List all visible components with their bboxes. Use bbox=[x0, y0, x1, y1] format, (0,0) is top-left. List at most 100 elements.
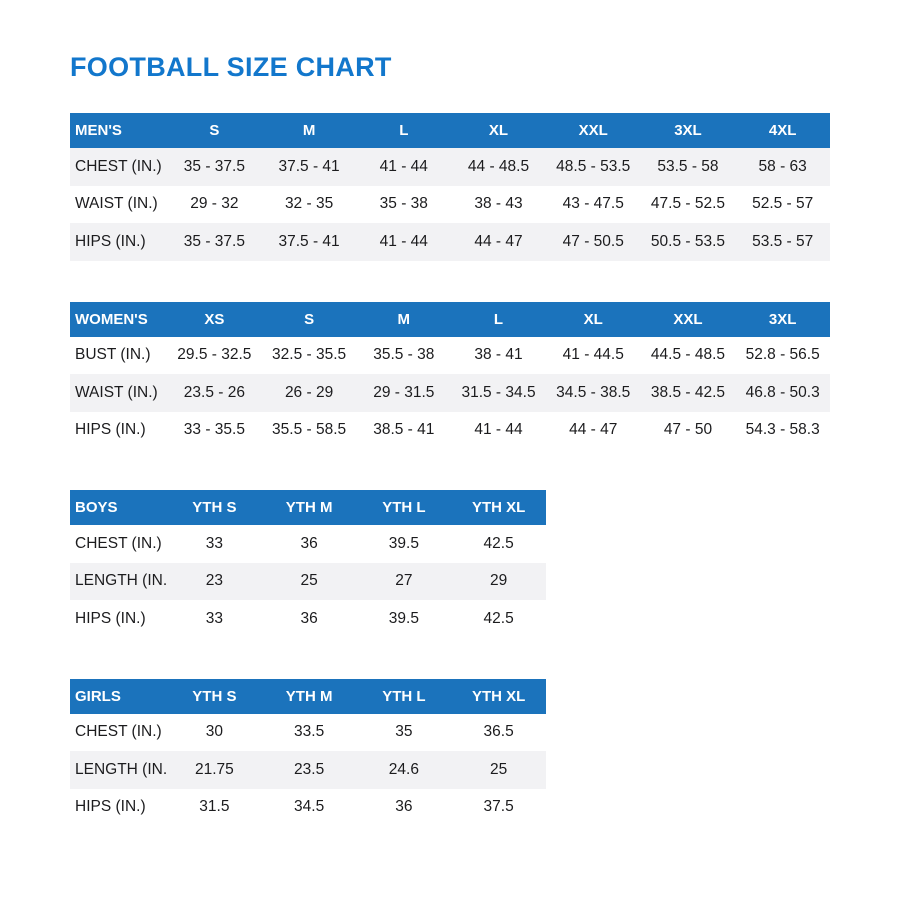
row-label-cell: HIPS (IN.) bbox=[75, 232, 146, 250]
size-header-cell: L bbox=[399, 122, 409, 139]
value-cell: 23.5 bbox=[294, 760, 325, 778]
value-cell: 33 - 35.5 bbox=[183, 421, 245, 439]
value-cell: 38.5 - 41 bbox=[373, 421, 435, 439]
table-title-cell: WOMEN'S bbox=[75, 310, 148, 328]
size-table-mens: MEN'S S M L XL XXL 3XL 4XL CHEST (IN.) 35 - 37.5 3… bbox=[70, 113, 830, 261]
row-label-cell: WAIST (IN.) bbox=[75, 195, 158, 213]
size-header-cell: M bbox=[397, 310, 411, 328]
value-cell: 54.3 - 58.3 bbox=[745, 421, 820, 439]
table-title-cell: BOYS bbox=[75, 499, 118, 516]
value-cell: 38.5 - 42.5 bbox=[650, 383, 725, 401]
value-cell: 47 - 50.5 bbox=[562, 232, 624, 250]
row-label-cell: HIPS (IN.) bbox=[75, 609, 146, 627]
value-cell: 29.5 - 32.5 bbox=[177, 346, 252, 364]
size-header-cell: XL bbox=[583, 310, 603, 328]
size-header-cell: 3XL bbox=[674, 122, 702, 139]
size-header-cell: YTH XL bbox=[471, 499, 526, 516]
size-header-cell: S bbox=[209, 122, 220, 139]
value-cell: 41 - 44.5 bbox=[562, 346, 624, 364]
size-header-cell: M bbox=[302, 122, 316, 139]
table-row: LENGTH (IN.) 23 25 27 29 bbox=[70, 562, 546, 600]
value-cell: 37.5 - 41 bbox=[278, 157, 340, 175]
value-cell: 47.5 - 52.5 bbox=[650, 195, 725, 213]
table-row: HIPS (IN.) 33 36 39.5 42.5 bbox=[70, 600, 546, 638]
value-cell: 44 - 47 bbox=[474, 232, 523, 250]
table-title-cell: GIRLS bbox=[75, 687, 121, 705]
size-header-cell: XL bbox=[488, 122, 509, 139]
value-cell: 46.8 - 50.3 bbox=[745, 383, 820, 401]
value-cell: 35.5 - 58.5 bbox=[272, 421, 347, 439]
value-cell: 33.5 bbox=[294, 723, 325, 741]
value-cell: 58 - 63 bbox=[758, 157, 807, 175]
table-header-row: GIRLS YTH S YTH M YTH L YTH XL bbox=[70, 678, 546, 714]
value-cell: 35 - 37.5 bbox=[183, 157, 245, 175]
value-cell: 50.5 - 53.5 bbox=[650, 232, 725, 250]
value-cell: 53.5 - 58 bbox=[657, 157, 719, 175]
size-header-cell: YTH L bbox=[382, 687, 426, 705]
row-label-cell: BUST (IN.) bbox=[75, 346, 151, 364]
value-cell: 44 - 47 bbox=[569, 421, 618, 439]
value-cell: 31.5 bbox=[199, 798, 230, 816]
table-row: CHEST (IN.) 35 - 37.5 37.5 - 41 41 - 44 44 -… bbox=[70, 148, 830, 186]
value-cell: 41 - 44 bbox=[379, 157, 428, 175]
size-header-cell: XXL bbox=[673, 310, 703, 328]
value-cell: 25 bbox=[490, 760, 508, 778]
table-row: WAIST (IN.) 29 - 32 32 - 35 35 - 38 38 - 43 4… bbox=[70, 185, 830, 223]
size-table-womens: WOMEN'S XS S M L XL XXL 3XL BUST (IN.) 29.5 - 32.… bbox=[70, 301, 830, 449]
page-title: FOOTBALL SIZE CHART bbox=[70, 52, 392, 82]
table-row: CHEST (IN.) 33 36 39.5 42.5 bbox=[70, 525, 546, 563]
table-header-row: WOMEN'S XS S M L XL XXL 3XL bbox=[70, 301, 830, 337]
value-cell: 35 bbox=[395, 723, 413, 741]
table-title-cell: MEN'S bbox=[75, 122, 122, 139]
value-cell: 30 bbox=[205, 723, 223, 741]
value-cell: 48.5 - 53.5 bbox=[556, 157, 631, 175]
value-cell: 36.5 bbox=[483, 723, 514, 741]
table-row: LENGTH (IN.) 21.75 23.5 24.6 25 bbox=[70, 751, 546, 789]
table-row: HIPS (IN.) 35 - 37.5 37.5 - 41 41 - 44 44 - … bbox=[70, 223, 830, 261]
table-row: BUST (IN.) 29.5 - 32.5 32.5 - 35.5 35.5 - 3… bbox=[70, 336, 830, 374]
table-row: HIPS (IN.) 33 - 35.5 35.5 - 58.5 38.5 - 41 4… bbox=[70, 411, 830, 449]
value-cell: 29 - 31.5 bbox=[373, 383, 435, 401]
value-cell: 38 - 43 bbox=[474, 195, 523, 213]
value-cell: 26 - 29 bbox=[284, 383, 334, 401]
value-cell: 31.5 - 34.5 bbox=[461, 383, 536, 401]
value-cell: 33 bbox=[205, 609, 223, 627]
value-cell: 41 - 44 bbox=[474, 421, 523, 439]
table-row: HIPS (IN.) 31.5 34.5 36 37.5 bbox=[70, 788, 546, 826]
table-header-row: MEN'S S M L XL XXL 3XL 4XL bbox=[70, 113, 830, 148]
value-cell: 36 bbox=[395, 798, 413, 816]
table-row: CHEST (IN.) 30 33.5 35 36.5 bbox=[70, 713, 546, 751]
value-cell: 41 - 44 bbox=[379, 232, 428, 250]
size-header-cell: 4XL bbox=[768, 122, 797, 139]
value-cell: 44 - 48.5 bbox=[467, 157, 530, 175]
value-cell: 33 bbox=[205, 534, 223, 552]
value-cell: 42.5 bbox=[483, 534, 514, 552]
value-cell: 38 - 41 bbox=[474, 346, 523, 364]
value-cell: 34.5 bbox=[294, 798, 325, 816]
value-cell: 35 - 37.5 bbox=[183, 232, 245, 250]
value-cell: 23.5 - 26 bbox=[183, 383, 245, 401]
size-table-girls: GIRLS YTH S YTH M YTH L YTH XL CHEST (IN.) 30 3… bbox=[70, 678, 546, 826]
value-cell: 53.5 - 57 bbox=[752, 232, 814, 250]
size-header-cell: YTH S bbox=[192, 499, 237, 516]
value-cell: 25 bbox=[300, 572, 318, 590]
value-cell: 32 - 35 bbox=[284, 195, 334, 213]
value-cell: 29 bbox=[490, 572, 508, 590]
value-cell: 37.5 - 41 bbox=[278, 232, 340, 250]
size-header-cell: XXL bbox=[578, 122, 608, 139]
row-label-cell: HIPS (IN.) bbox=[75, 798, 146, 816]
size-header-cell: YTH S bbox=[192, 687, 237, 705]
row-label-cell: CHEST (IN.) bbox=[75, 534, 162, 552]
value-cell: 35 - 38 bbox=[379, 195, 428, 213]
row-label-cell: WAIST (IN.) bbox=[75, 383, 158, 401]
value-cell: 37.5 bbox=[483, 798, 514, 816]
table-row: WAIST (IN.) 23.5 - 26 26 - 29 29 - 31.5 31.5… bbox=[70, 374, 830, 412]
value-cell: 44.5 - 48.5 bbox=[650, 346, 725, 364]
value-cell: 43 - 47.5 bbox=[562, 195, 624, 213]
value-cell: 47 - 50 bbox=[663, 421, 713, 439]
row-label-cell: CHEST (IN.) bbox=[75, 723, 162, 741]
value-cell: 24.6 bbox=[388, 760, 419, 778]
size-header-cell: YTH M bbox=[285, 687, 333, 705]
size-header-cell: 3XL bbox=[768, 310, 797, 328]
